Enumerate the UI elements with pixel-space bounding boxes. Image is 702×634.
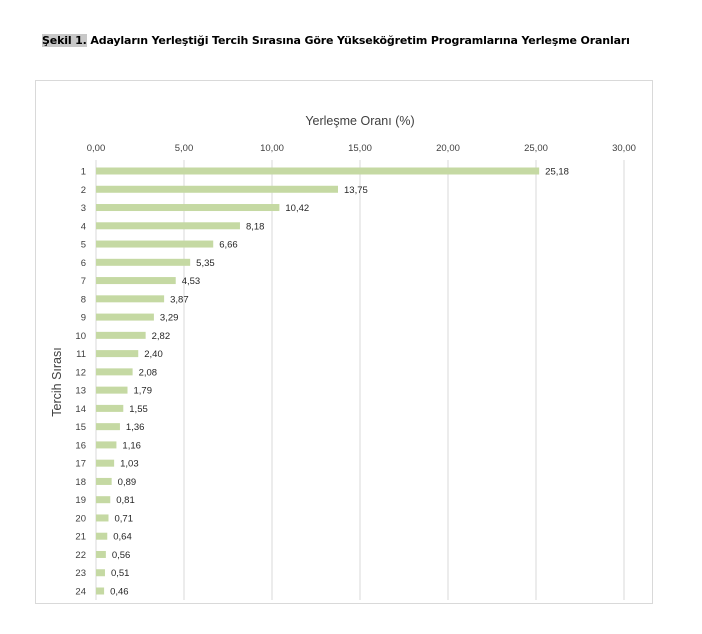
- bar: [96, 222, 240, 230]
- data-label: 0,51: [111, 568, 130, 579]
- y-tick-label: 24: [75, 587, 86, 598]
- data-label: 2,40: [144, 349, 163, 360]
- y-tick-label: 7: [81, 276, 86, 287]
- y-tick-label: 8: [81, 294, 86, 305]
- bar: [96, 477, 112, 485]
- data-label: 0,71: [114, 513, 133, 524]
- bar: [96, 331, 146, 339]
- data-label: 1,16: [122, 440, 141, 451]
- data-label: 5,35: [196, 258, 215, 269]
- data-label: 6,66: [219, 240, 238, 251]
- chart-frame: [35, 80, 653, 604]
- y-tick-label: 15: [75, 422, 86, 433]
- x-tick-labels: 0,00 5,00 10,00 15,00 20,00 25,00 30,00: [87, 143, 636, 154]
- y-tick-label: 9: [81, 313, 86, 324]
- x-tick-label: 10,00: [260, 143, 284, 154]
- data-labels: 25,18 13,75 10,42 8,18 6,66 5,35 4,53 3,87 3,29 2…: [110, 167, 569, 598]
- bar: [96, 423, 120, 431]
- data-label: 0,89: [118, 477, 137, 488]
- bar: [96, 204, 280, 212]
- bar: [96, 295, 165, 303]
- bar: [96, 569, 105, 577]
- bar: [96, 368, 133, 376]
- y-tick-label: 5: [81, 240, 86, 251]
- bar: [96, 404, 124, 412]
- y-tick-label: 14: [75, 404, 86, 415]
- figure-caption: Şekil 1. Adayların Yerleştiği Tercih Sır…: [42, 34, 630, 47]
- y-tick-label: 6: [81, 258, 86, 269]
- data-label: 4,53: [182, 276, 201, 287]
- x-tick-label: 25,00: [524, 143, 548, 154]
- bar: [96, 441, 117, 449]
- x-tick-label: 0,00: [87, 143, 106, 154]
- y-tick-label: 1: [81, 167, 86, 178]
- data-label: 3,87: [170, 294, 189, 305]
- data-label: 0,81: [116, 495, 135, 506]
- bar: [96, 258, 191, 266]
- y-tick-label: 23: [75, 568, 86, 579]
- data-label: 0,64: [113, 532, 132, 543]
- x-tick-label: 20,00: [436, 143, 460, 154]
- x-axis-title: Yerleşme Oranı (%): [305, 114, 414, 128]
- y-tick-label: 19: [75, 495, 86, 506]
- data-label: 0,46: [110, 587, 129, 598]
- data-label: 8,18: [246, 221, 265, 232]
- bar: [96, 496, 111, 504]
- figure-caption-text: Adayların Yerleştiği Tercih Sırasına Gör…: [86, 34, 630, 47]
- x-tick-label: 5,00: [175, 143, 194, 154]
- y-tick-label: 12: [75, 367, 86, 378]
- bar: [96, 587, 105, 595]
- y-tick-label: 20: [75, 513, 86, 524]
- data-label: 1,79: [134, 386, 153, 397]
- data-label: 2,82: [152, 331, 171, 342]
- y-tick-label: 21: [75, 532, 86, 543]
- data-label: 2,08: [139, 367, 158, 378]
- bar: [96, 386, 128, 394]
- bar: [96, 550, 106, 558]
- bar: [96, 185, 338, 193]
- bar: [96, 350, 139, 358]
- y-tick-label: 2: [81, 185, 86, 196]
- x-tick-label: 15,00: [348, 143, 372, 154]
- y-tick-label: 3: [81, 203, 86, 214]
- bar: [96, 277, 176, 285]
- data-label: 1,36: [126, 422, 145, 433]
- bar: [96, 240, 214, 248]
- bar: [96, 313, 154, 321]
- y-tick-label: 11: [76, 349, 86, 360]
- data-label: 1,55: [129, 404, 148, 415]
- data-label: 25,18: [545, 167, 569, 178]
- y-tick-label: 4: [81, 221, 86, 232]
- y-tick-label: 22: [75, 550, 86, 561]
- x-tick-label: 30,00: [612, 143, 636, 154]
- data-label: 0,56: [112, 550, 131, 561]
- figure-caption-label: Şekil 1.: [42, 34, 87, 47]
- data-label: 10,42: [285, 203, 309, 214]
- bar: [96, 514, 109, 522]
- y-tick-label: 18: [75, 477, 86, 488]
- data-label: 3,29: [160, 313, 179, 324]
- bar: [96, 167, 540, 175]
- bars: [96, 167, 540, 595]
- bar: [96, 532, 108, 540]
- y-tick-label: 10: [75, 331, 86, 342]
- y-tick-label: 16: [75, 440, 86, 451]
- y-tick-label: 13: [75, 386, 86, 397]
- data-label: 13,75: [344, 185, 368, 196]
- bar: [96, 459, 115, 467]
- gridlines: [95, 160, 625, 600]
- data-label: 1,03: [120, 459, 138, 470]
- y-axis-title: Tercih Sırası: [50, 347, 64, 416]
- y-tick-label: 17: [75, 459, 86, 470]
